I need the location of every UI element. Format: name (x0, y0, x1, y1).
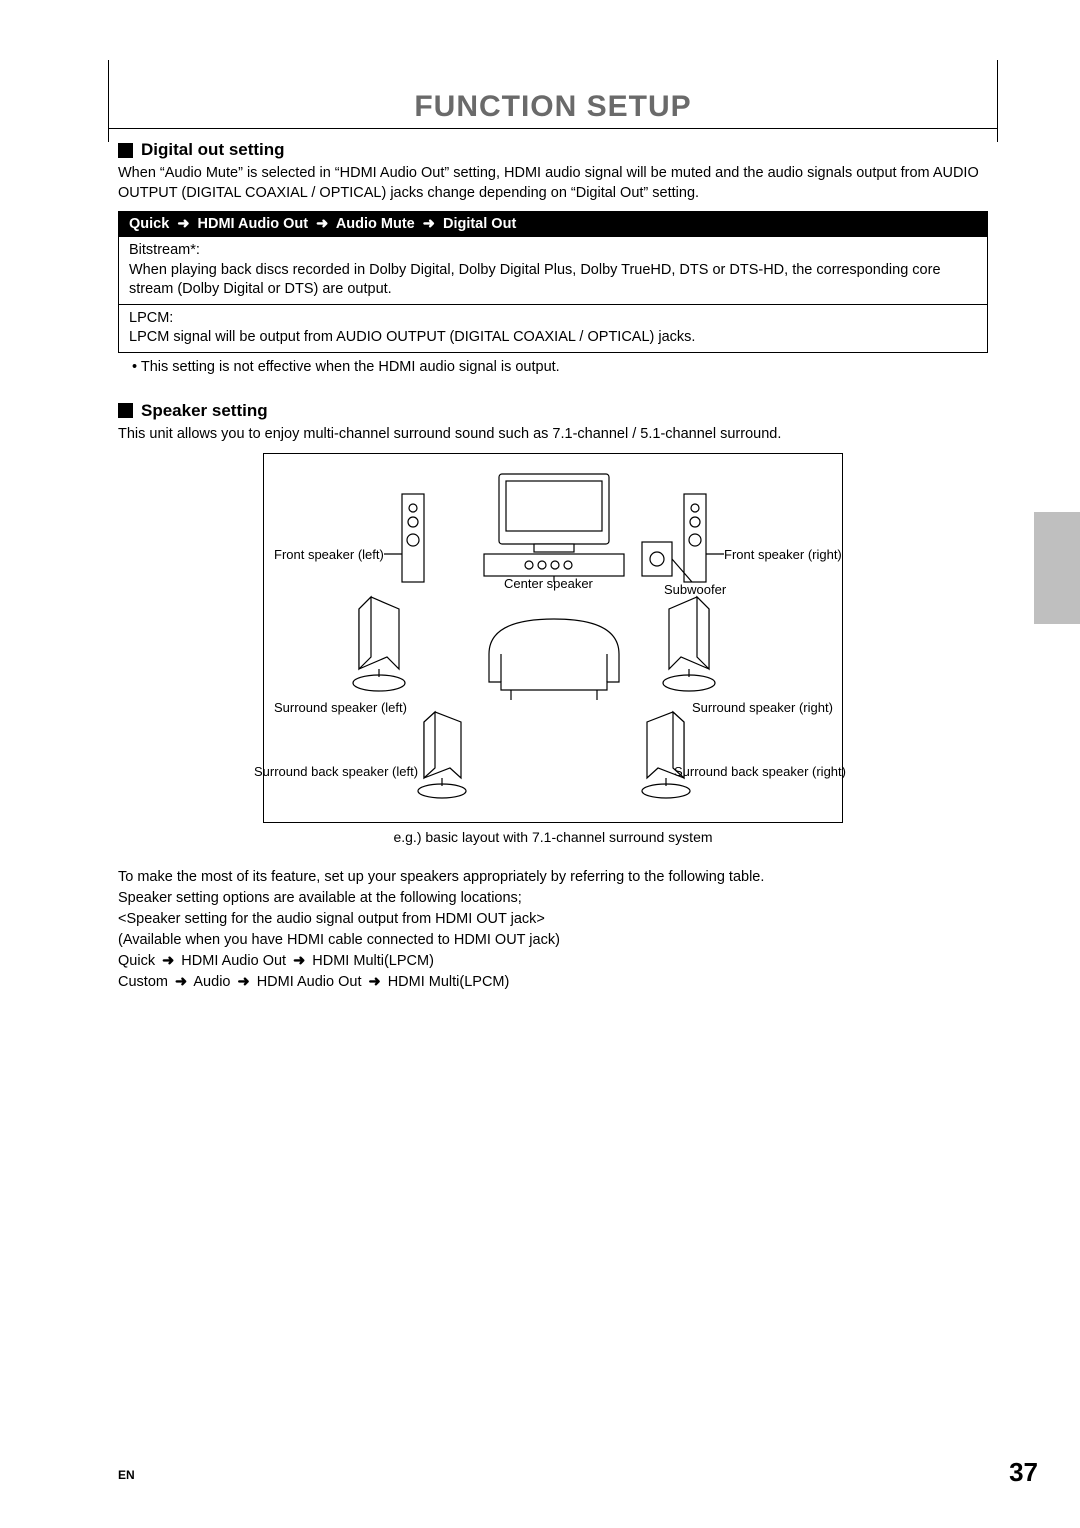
label-surround-right: Surround speaker (right) (692, 700, 833, 715)
explain-path-2: Custom ➜ Audio ➜ HDMI Audio Out ➜ HDMI M… (118, 972, 988, 993)
path-seg: Audio Mute (336, 216, 415, 232)
label-front-left: Front speaker (left) (274, 547, 384, 562)
row-text: LPCM signal will be output from AUDIO OU… (129, 328, 977, 348)
side-tab (1034, 512, 1080, 624)
path-seg: HDMI Audio Out (181, 953, 286, 969)
heading-speaker-text: Speaker setting (141, 401, 268, 421)
arrow-icon: ➜ (177, 216, 189, 232)
explain-line: (Available when you have HDMI cable conn… (118, 930, 988, 951)
arrow-icon: ➜ (175, 972, 187, 993)
digital-out-path-header: Quick ➜ HDMI Audio Out ➜ Audio Mute ➜ Di… (119, 212, 987, 236)
title-frame: FUNCTION SETUP (108, 60, 998, 142)
arrow-icon: ➜ (162, 951, 174, 972)
path-seg: HDMI Multi(LPCM) (388, 974, 510, 990)
explain-line: Speaker setting options are available at… (118, 888, 988, 909)
explain-path-1: Quick ➜ HDMI Audio Out ➜ HDMI Multi(LPCM… (118, 951, 988, 972)
arrow-icon: ➜ (423, 216, 435, 232)
explain-line: <Speaker setting for the audio signal ou… (118, 909, 988, 930)
rule-under-title (108, 128, 998, 129)
digital-out-note: • This setting is not effective when the… (118, 359, 988, 375)
path-seg: Digital Out (443, 216, 516, 232)
table-row: LPCM: LPCM signal will be output from AU… (119, 304, 987, 352)
row-label: Bitstream*: (129, 241, 977, 261)
label-back-right: Surround back speaker (right) (674, 764, 846, 779)
path-seg: Quick (129, 216, 169, 232)
diagram-caption: e.g.) basic layout with 7.1-channel surr… (118, 829, 988, 845)
heading-speaker: Speaker setting (118, 401, 988, 421)
label-front-right: Front speaker (right) (724, 547, 842, 562)
label-subwoofer: Subwoofer (664, 582, 726, 597)
row-text: When playing back discs recorded in Dolb… (129, 261, 977, 300)
label-center: Center speaker (504, 576, 593, 591)
path-seg: Quick (118, 953, 155, 969)
path-seg: HDMI Audio Out (257, 974, 362, 990)
path-seg: Custom (118, 974, 168, 990)
row-label: LPCM: (129, 309, 977, 329)
heading-digital-out-text: Digital out setting (141, 140, 285, 160)
language-code: EN (118, 1468, 135, 1482)
table-row: Bitstream*: When playing back discs reco… (119, 236, 987, 304)
path-seg: Audio (193, 974, 230, 990)
speaker-explain: To make the most of its feature, set up … (118, 867, 988, 993)
square-bullet-icon (118, 143, 133, 158)
page-number: 37 (1009, 1457, 1038, 1488)
path-seg: HDMI Audio Out (198, 216, 309, 232)
arrow-icon: ➜ (316, 216, 328, 232)
arrow-icon: ➜ (238, 972, 250, 993)
digital-out-note-text: This setting is not effective when the H… (141, 359, 560, 375)
label-back-left: Surround back speaker (left) (254, 764, 418, 779)
arrow-icon: ➜ (369, 972, 381, 993)
digital-out-intro: When “Audio Mute” is selected in “HDMI A… (118, 164, 988, 203)
label-surround-left: Surround speaker (left) (274, 700, 407, 715)
square-bullet-icon (118, 403, 133, 418)
page-title: FUNCTION SETUP (149, 90, 957, 124)
path-seg: HDMI Multi(LPCM) (312, 953, 434, 969)
explain-line: To make the most of its feature, set up … (118, 867, 988, 888)
speaker-layout-diagram: Front speaker (left) Front speaker (righ… (263, 453, 843, 823)
speaker-intro: This unit allows you to enjoy multi-chan… (118, 425, 988, 445)
digital-out-table: Quick ➜ HDMI Audio Out ➜ Audio Mute ➜ Di… (118, 211, 988, 353)
arrow-icon: ➜ (293, 951, 305, 972)
heading-digital-out: Digital out setting (118, 140, 988, 160)
page-content: Digital out setting When “Audio Mute” is… (118, 140, 988, 993)
